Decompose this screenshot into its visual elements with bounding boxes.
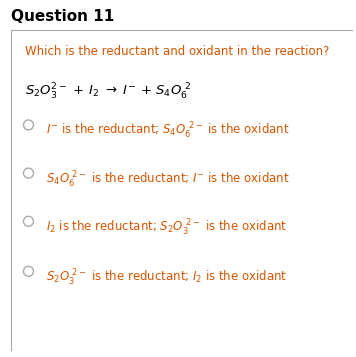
Text: $I_2$ is the reductant; $S_2O_3^{\ 2-}$ is the oxidant: $I_2$ is the reductant; $S_2O_3^{\ 2-}$ … bbox=[46, 218, 287, 238]
Text: $S_4O_6^{\ 2-}$ is the reductant; $I^{-}$ is the oxidant: $S_4O_6^{\ 2-}$ is the reductant; $I^{-}… bbox=[46, 170, 290, 190]
Text: $S_2O_3^{2-}$ + $I_2$ $\rightarrow$ $I^{-}$ + $S_4O_6^{\ 2}$: $S_2O_3^{2-}$ + $I_2$ $\rightarrow$ $I^{… bbox=[25, 82, 191, 102]
Text: $I^{-}$ is the reductant; $S_4O_6^{\ 2-}$ is the oxidant: $I^{-}$ is the reductant; $S_4O_6^{\ 2-}… bbox=[46, 121, 290, 141]
Text: Question 11: Question 11 bbox=[11, 9, 114, 24]
Text: Which is the reductant and oxidant in the reaction?: Which is the reductant and oxidant in th… bbox=[25, 45, 329, 57]
Text: $S_2O_3^{\ 2-}$ is the reductant; $I_2$ is the oxidant: $S_2O_3^{\ 2-}$ is the reductant; $I_2$ … bbox=[46, 268, 287, 288]
